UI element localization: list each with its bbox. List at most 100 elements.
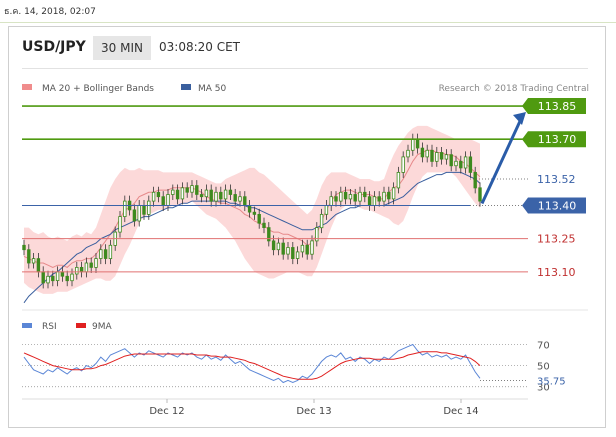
candle: [358, 191, 362, 202]
x-tick-label: Dec 14: [443, 406, 478, 417]
candle: [276, 242, 281, 251]
candle: [118, 216, 122, 233]
candle: [271, 240, 276, 251]
candle: [70, 273, 74, 282]
candle: [295, 251, 300, 259]
candle: [286, 247, 290, 255]
ma20-line: [23, 149, 481, 268]
candle: [185, 187, 189, 193]
candle: [161, 196, 165, 206]
price-layer: [22, 125, 482, 304]
pivot-tag: [522, 197, 586, 214]
candle: [339, 191, 343, 202]
candle: [166, 194, 170, 207]
ma20-legend-swatch: [22, 84, 32, 90]
candle: [142, 205, 146, 215]
rsi-level-label: 50: [537, 362, 550, 373]
candle: [310, 240, 314, 255]
resistance-label: 113.85: [538, 100, 577, 113]
candle: [367, 196, 372, 206]
candle: [473, 171, 477, 189]
candle: [171, 189, 175, 195]
candle: [209, 189, 213, 202]
candle: [425, 149, 429, 158]
resistance-tag: [522, 98, 586, 115]
candle: [75, 266, 79, 275]
support-label: 113.25: [537, 233, 576, 246]
candle: [353, 194, 357, 202]
candle: [300, 244, 305, 253]
candle: [123, 200, 127, 218]
candle: [180, 187, 185, 200]
x-ticks: Dec 12 Dec 13 Dec 14: [149, 399, 479, 417]
candle: [324, 205, 329, 215]
forecast-arrow-head: [513, 112, 526, 126]
ma9-line: [23, 351, 481, 380]
candle: [382, 191, 386, 202]
candle: [94, 258, 98, 268]
candle: [257, 213, 261, 224]
candle: [411, 138, 415, 151]
level-layer: 113.85 113.70 113.52 113.40 113.25 113.10: [22, 98, 586, 279]
candle: [175, 189, 180, 200]
bollinger-band: [24, 125, 480, 294]
instrument-title: USD/JPY: [22, 39, 86, 55]
candle: [51, 275, 55, 282]
candle: [108, 244, 113, 260]
candle: [363, 191, 367, 198]
candle: [391, 187, 396, 200]
candle: [459, 160, 463, 169]
ma9-legend-swatch: [76, 323, 86, 328]
candle: [329, 196, 333, 206]
rsi-level-label: 30: [537, 383, 550, 394]
resistance-tag: [522, 131, 586, 148]
x-tick-label: Dec 13: [296, 406, 331, 417]
ma20-legend-label: MA 20 + Bollinger Bands: [42, 84, 154, 94]
ma50-legend-swatch: [181, 84, 191, 90]
candle: [55, 271, 60, 281]
candle: [195, 185, 199, 195]
candle: [444, 154, 449, 160]
header-divider: [22, 68, 588, 69]
support-label: 113.10: [537, 266, 576, 279]
candle: [31, 258, 36, 264]
timestamp: ธ.ค. 14, 2018, 02:07: [4, 7, 96, 17]
candle: [305, 244, 309, 255]
candle: [243, 196, 247, 206]
timeframe-badge[interactable]: 30 MIN: [93, 36, 151, 60]
candle: [449, 154, 453, 167]
rsi-current-label: 35.75: [537, 377, 566, 388]
candle: [238, 196, 242, 202]
candle: [233, 194, 237, 202]
candle: [377, 196, 381, 202]
candle: [430, 149, 434, 162]
candle: [22, 244, 26, 251]
candle: [156, 191, 161, 198]
candle: [137, 205, 141, 222]
rsi-level-label: 70: [537, 340, 550, 351]
candle: [147, 200, 151, 215]
candle: [396, 171, 401, 189]
candle: [387, 191, 391, 200]
candle: [60, 271, 65, 277]
candle: [319, 213, 324, 229]
candle: [401, 156, 405, 173]
candle: [406, 149, 410, 158]
candle: [372, 196, 377, 206]
candle: [228, 189, 233, 195]
ma9-legend-label: 9MA: [92, 322, 112, 332]
candle: [65, 275, 69, 282]
ma50-line: [23, 171, 481, 304]
candle: [190, 185, 194, 193]
candle: [267, 227, 271, 242]
candle: [79, 266, 84, 273]
resistance-label: 113.70: [538, 133, 577, 146]
candle: [291, 247, 295, 260]
x-tick-label: Dec 12: [149, 406, 184, 417]
candle: [46, 275, 50, 284]
top-bar: ธ.ค. 14, 2018, 02:07: [0, 0, 616, 23]
candle: [334, 196, 338, 202]
candle: [151, 191, 156, 202]
